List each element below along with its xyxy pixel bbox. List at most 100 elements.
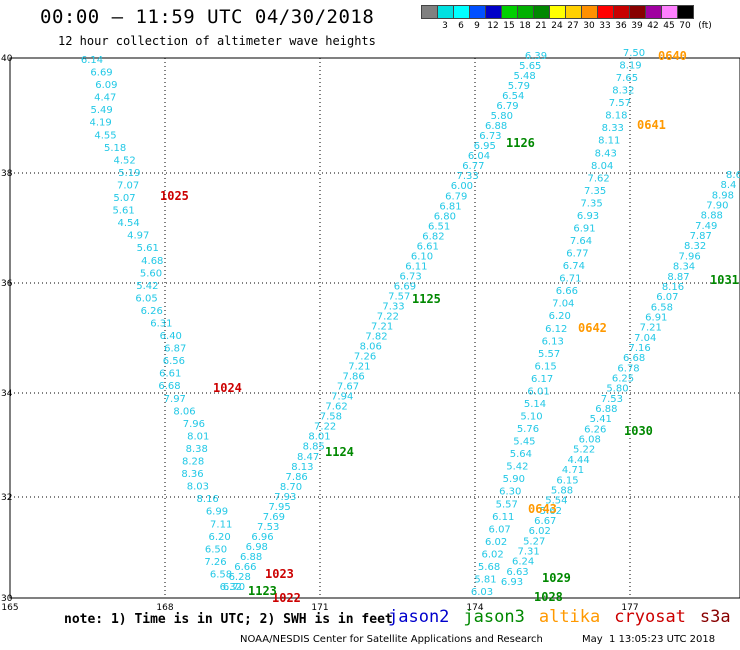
legend-labels: 3 6 9 12 15 18 21 24 27 30 33 36 39 42 45 70 (ft) xyxy=(421,19,740,33)
wave-height-value: 8.34 xyxy=(673,262,695,273)
wave-height-value: 7.22 xyxy=(314,422,336,433)
wave-height-value: 4.54 xyxy=(117,218,139,229)
satellite-key-jason3: jason3 xyxy=(463,607,525,627)
wave-height-value: 6.87 xyxy=(164,344,186,355)
wave-height-value: 6.56 xyxy=(163,356,185,367)
wave-height-value: 5.80 xyxy=(491,111,513,122)
wave-height-value: 6.14 xyxy=(81,55,103,66)
wave-height-value: 5.88 xyxy=(551,485,573,496)
wave-height-value: 8.01 xyxy=(187,431,209,442)
wave-height-value: 6.01 xyxy=(527,386,549,397)
legend-label: 3 xyxy=(442,21,448,31)
wave-height-value: 7.58 xyxy=(320,412,342,423)
wave-height-value: 8.16 xyxy=(662,282,684,293)
wave-height-value: 6.78 xyxy=(617,363,639,374)
wave-height-value: 5.80 xyxy=(606,384,628,395)
wave-height-value: 5.65 xyxy=(519,61,541,72)
wave-height-value: 6.20 xyxy=(209,532,231,543)
wave-height-value: 6.02 xyxy=(481,549,503,560)
wave-height-value: 5.54 xyxy=(545,496,567,507)
wave-height-value: 5.10 xyxy=(520,412,542,423)
wave-height-value: 6.91 xyxy=(645,312,667,323)
wave-height-value: 6.88 xyxy=(240,552,262,563)
wave-height-value: 5.60 xyxy=(140,268,162,279)
wave-height-value: 8.28 xyxy=(182,457,204,468)
wave-height-value: 4.55 xyxy=(94,130,116,141)
wave-height-value: 7.86 xyxy=(343,372,365,383)
wave-height-value: 5.18 xyxy=(104,143,126,154)
wave-height-value: 7.53 xyxy=(601,394,623,405)
wave-height-value: 5.61 xyxy=(112,206,134,217)
wave-height-value: 8.11 xyxy=(598,136,620,147)
wave-height-value: 6.26 xyxy=(141,306,163,317)
wave-height-value: 5.90 xyxy=(503,474,525,485)
wave-height-value: 8.32 xyxy=(684,241,706,252)
satellite-key: jason2 jason3 altika cryosat s3a xyxy=(388,607,740,627)
wave-height-value: 7.97 xyxy=(164,394,186,405)
wave-height-value: 6.73 xyxy=(400,271,422,282)
wave-height-value: 7.21 xyxy=(371,322,393,333)
wave-height-value: 7.64 xyxy=(570,236,592,247)
legend-label: 12 xyxy=(487,21,499,31)
wave-height-value: 5.42 xyxy=(136,281,158,292)
wave-height-value: 6.02 xyxy=(485,537,507,548)
wave-height-value: 8.70 xyxy=(280,482,302,493)
wave-height-value: 4.19 xyxy=(89,118,111,129)
wave-height-value: 6.91 xyxy=(573,223,595,234)
wave-height-value: 6.09 xyxy=(95,80,117,91)
wave-height-value: 7.90 xyxy=(706,201,728,212)
wave-height-value: 6.15 xyxy=(534,361,556,372)
pass-time-label: 1025 xyxy=(160,189,189,203)
wave-height-value: 5.41 xyxy=(590,414,612,425)
wave-height-value: 6.02 xyxy=(529,526,551,537)
legend-unit: (ft) xyxy=(698,21,712,31)
wave-height-value: 7.21 xyxy=(640,323,662,334)
wave-height-value: 6.15 xyxy=(556,475,578,486)
wave-height-value: 6.04 xyxy=(468,151,490,162)
wave-height-value: 5.42 xyxy=(506,462,528,473)
wave-height-value: 4.44 xyxy=(567,455,589,466)
wave-height-value: 6.96 xyxy=(251,532,273,543)
legend-swatches xyxy=(421,5,740,19)
satellite-key-cryosat: cryosat xyxy=(614,607,686,627)
map-frame xyxy=(9,57,740,599)
wave-height-value: 7.04 xyxy=(634,333,656,344)
wave-height-value: 7.31 xyxy=(518,546,540,557)
legend-swatch xyxy=(677,5,694,19)
wave-height-value: 7.96 xyxy=(183,419,205,430)
color-legend: 3 6 9 12 15 18 21 24 27 30 33 36 39 42 45 70 (ft) xyxy=(421,5,740,33)
credit-text: NOAA/NESDIS Center for Satellite Applica… xyxy=(240,634,543,645)
wave-height-value: 5.61 xyxy=(137,243,159,254)
wave-height-value: 7.62 xyxy=(588,173,610,184)
legend-label: 42 xyxy=(647,21,659,31)
satellite-key-s3a: s3a xyxy=(699,607,731,627)
wave-height-value: 5.68 xyxy=(478,562,500,573)
wave-height-value: 5.27 xyxy=(523,536,545,547)
legend-label: 15 xyxy=(503,21,515,31)
wave-height-value: 7.53 xyxy=(257,522,279,533)
wave-height-value: 7.57 xyxy=(388,291,410,302)
x-tick-label: 174 xyxy=(466,603,483,613)
wave-height-value: 5.81 xyxy=(474,574,496,585)
wave-height-value: 6.80 xyxy=(434,211,456,222)
pass-time-label: 1030 xyxy=(624,424,653,438)
wave-height-value: 7.50 xyxy=(623,48,645,59)
wave-height-value: 6.66 xyxy=(234,562,256,573)
wave-height-value: 8.06 xyxy=(360,342,382,353)
wave-height-value: 7.65 xyxy=(616,73,638,84)
wave-height-value: 5.64 xyxy=(510,449,532,460)
x-tick-label: 171 xyxy=(311,603,328,613)
wave-height-value: 6.61 xyxy=(159,369,181,380)
wave-height-value: 8.18 xyxy=(605,111,627,122)
wave-height-value: 6.40 xyxy=(160,331,182,342)
wave-height-value: 7.67 xyxy=(337,382,359,393)
wave-height-value: 6.05 xyxy=(135,293,157,304)
wave-height-value: 7.93 xyxy=(274,492,296,503)
legend-label: 70 xyxy=(679,21,691,31)
wave-height-value: 8.06 xyxy=(173,406,195,417)
wave-height-value: 6.07 xyxy=(656,292,678,303)
footer-note: note: 1) Time is in UTC; 2) SWH is in fe… xyxy=(64,612,393,627)
wave-height-value: 7.86 xyxy=(286,472,308,483)
pass-time-label: 0641 xyxy=(637,118,666,132)
y-tick-label: 34 xyxy=(1,389,13,399)
